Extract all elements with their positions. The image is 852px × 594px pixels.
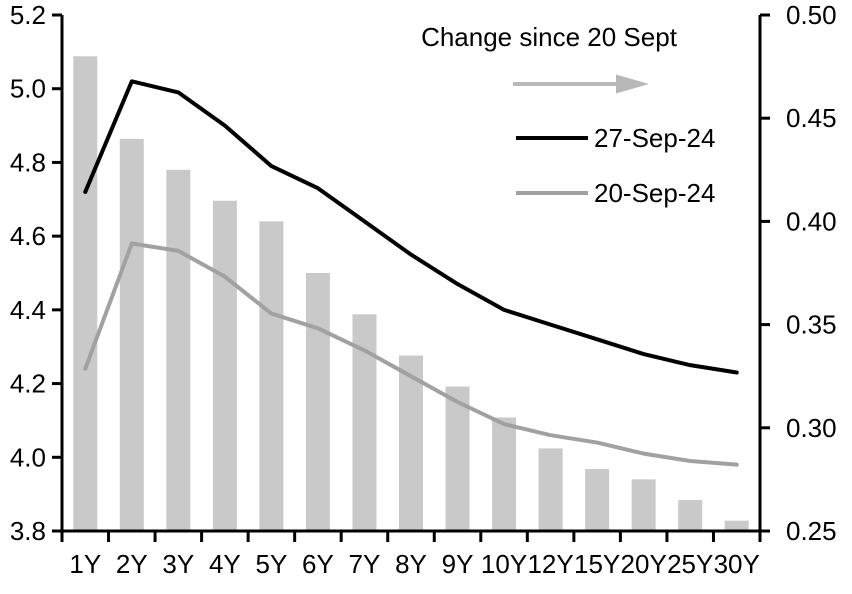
axes: 5.2 5.0 4.8 4.6 4.4 4.2 4.0 3.8 0.50 0.45 0.40 0.35… [10,0,837,579]
bar-change-10Y [492,417,517,531]
legend-entry-27-sep-24: 27-Sep-24 [516,123,715,153]
right-axis-tick-label: 0.30 [786,413,837,443]
line-27-sep-24 [83,79,739,375]
bar-change-4Y [212,200,237,531]
legend: Change since 20 Sept 27-Sep-24 20-Sep-24 [421,22,715,208]
bar-change-25Y [678,500,703,531]
x-axis-label-25Y: 25Y [667,549,713,579]
right-axis-tick-label: 0.45 [786,103,837,133]
left-axis-tick-label: 3.8 [10,516,46,546]
x-axis-label-6Y: 6Y [302,549,334,579]
left-axis-tick-label: 4.6 [10,221,46,251]
left-axis-tick-label: 4.8 [10,147,46,177]
x-axis-label-7Y: 7Y [349,549,381,579]
x-axis-label-3Y: 3Y [162,549,194,579]
x-axis-label-1Y: 1Y [69,549,101,579]
x-axis-label-2Y: 2Y [116,549,148,579]
bar-change-15Y [585,469,610,531]
x-axis-label-15Y: 15Y [574,549,620,579]
right-axis-tick-label: 0.40 [786,206,837,236]
left-axis-tick-label: 5.2 [10,0,46,30]
right-axis-tick-label: 0.50 [786,0,837,30]
x-axis-label-20Y: 20Y [621,549,667,579]
bars-change-since-20-sept [73,56,749,532]
x-axis-label-9Y: 9Y [442,549,474,579]
legend-entry-20-sep-24: 20-Sep-24 [516,178,715,208]
legend-title: Change since 20 Sept [421,22,678,52]
bar-change-9Y [445,386,470,531]
x-axis-label-8Y: 8Y [395,549,427,579]
right-axis-tick-label: 0.35 [786,310,837,340]
bar-change-6Y [305,273,330,531]
right-arrow-icon [513,74,649,94]
bar-change-2Y [119,138,144,531]
bar-change-12Y [538,448,563,531]
x-axis-label-10Y: 10Y [481,549,527,579]
x-axis-label-12Y: 12Y [527,549,573,579]
right-axis-tick-label: 0.25 [786,516,837,546]
bar-change-20Y [631,479,656,531]
bar-change-5Y [259,221,284,531]
legend-label: 20-Sep-24 [594,178,715,208]
bar-change-8Y [399,355,423,531]
left-axis-tick-label: 4.2 [10,369,46,399]
bar-change-3Y [166,169,191,532]
x-axis-label-5Y: 5Y [255,549,287,579]
x-axis-label-4Y: 4Y [209,549,241,579]
legend-label: 27-Sep-24 [594,123,715,153]
left-axis-tick-label: 5.0 [10,74,46,104]
left-axis-tick-label: 4.0 [10,442,46,472]
bar-change-30Y [724,520,749,531]
line-20-sep-24 [83,241,739,467]
x-axis-label-30Y: 30Y [714,549,760,579]
bar-change-1Y [73,56,98,531]
left-axis-tick-label: 4.4 [10,295,46,325]
